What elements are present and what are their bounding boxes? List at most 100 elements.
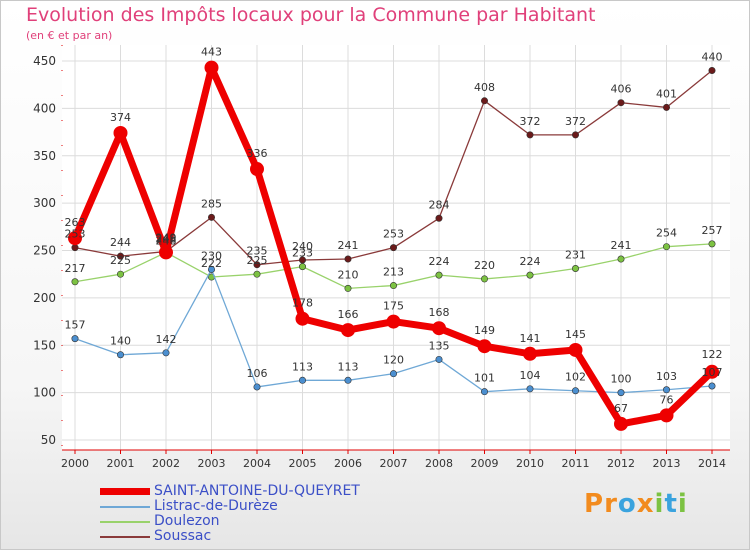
data-point <box>568 342 583 357</box>
data-label: 401 <box>656 87 677 100</box>
chart-subtitle: (en € et par an) <box>26 29 113 42</box>
data-point <box>162 349 170 357</box>
data-point <box>253 270 261 278</box>
data-point <box>389 244 397 252</box>
data-point <box>480 275 488 283</box>
logo-letter: o <box>617 489 637 519</box>
legend-swatch-listrac <box>100 506 150 508</box>
data-label: 122 <box>702 348 723 361</box>
data-point <box>435 271 443 279</box>
data-label: 67 <box>614 402 628 415</box>
data-label: 106 <box>247 367 268 380</box>
data-point <box>480 97 488 105</box>
data-label: 241 <box>611 239 632 252</box>
data-point <box>204 60 219 75</box>
y-tick-label: 350 <box>33 149 56 163</box>
data-point <box>344 284 352 292</box>
data-label: 440 <box>702 50 723 63</box>
data-label: 175 <box>383 300 404 313</box>
legend-swatch-soussac <box>100 536 150 538</box>
data-label: 244 <box>110 236 131 249</box>
data-point <box>71 244 79 252</box>
data-point <box>208 265 216 273</box>
data-point <box>617 389 625 397</box>
legend-label-soussac: Soussac <box>154 528 212 544</box>
data-point <box>117 252 125 260</box>
y-tick-label: 300 <box>33 196 56 210</box>
data-point <box>341 323 355 338</box>
data-point <box>250 162 264 177</box>
data-label: 224 <box>429 255 450 268</box>
data-label: 213 <box>383 266 404 279</box>
data-label: 141 <box>520 332 541 345</box>
logo-letter: t <box>664 489 678 519</box>
x-tick-label: 2013 <box>653 457 681 470</box>
data-label: 100 <box>611 373 632 386</box>
data-point <box>113 126 128 141</box>
data-label: 135 <box>429 339 450 352</box>
y-tick-label: 200 <box>33 291 56 305</box>
data-label: 222 <box>201 257 222 270</box>
data-label: 107 <box>702 366 723 379</box>
data-point <box>253 383 261 391</box>
data-label: 224 <box>520 255 541 268</box>
data-label: 76 <box>660 393 674 406</box>
data-label: 101 <box>474 372 495 385</box>
data-point <box>389 282 397 290</box>
data-label: 284 <box>429 198 450 211</box>
data-label: 103 <box>656 370 677 383</box>
data-point <box>617 99 625 107</box>
x-tick-label: 2003 <box>198 457 226 470</box>
data-label: 113 <box>338 360 359 373</box>
data-point <box>708 240 716 248</box>
data-label: 248 <box>156 234 177 247</box>
data-point <box>295 311 310 326</box>
data-point <box>435 214 443 222</box>
data-label: 254 <box>656 227 677 240</box>
data-label: 231 <box>565 249 586 262</box>
data-point <box>344 376 352 384</box>
legend-label-saint-antoine: SAINT-ANTOINE-DU-QUEYRET <box>154 483 360 499</box>
data-label: 140 <box>110 335 131 348</box>
data-point <box>571 387 579 395</box>
data-label: 233 <box>292 247 313 260</box>
x-tick-label: 2012 <box>607 457 635 470</box>
data-label: 372 <box>520 115 541 128</box>
logo-letter: x <box>636 489 655 519</box>
data-label: 113 <box>292 360 313 373</box>
data-label: 336 <box>247 147 268 160</box>
data-point <box>253 261 261 269</box>
data-point <box>526 385 534 393</box>
x-tick-label: 2001 <box>107 457 135 470</box>
data-point <box>708 66 716 74</box>
data-label: 443 <box>201 46 222 59</box>
legend-swatch-doulezon <box>100 521 150 523</box>
data-point <box>526 131 534 139</box>
data-point <box>571 131 579 139</box>
data-point <box>571 265 579 273</box>
y-tick-label: 50 <box>41 433 56 447</box>
data-point <box>477 339 492 354</box>
legend-swatch-saint-antoine <box>100 488 150 495</box>
logo-letter: i <box>654 489 665 519</box>
data-point <box>298 376 306 384</box>
data-point <box>662 243 670 251</box>
x-tick-label: 2008 <box>425 457 453 470</box>
data-point <box>526 271 534 279</box>
x-tick-label: 2007 <box>380 457 408 470</box>
data-label: 406 <box>611 83 632 96</box>
data-point <box>708 382 716 390</box>
data-point <box>386 314 401 329</box>
data-point <box>68 231 82 246</box>
data-label: 235 <box>247 245 268 258</box>
data-label: 257 <box>702 224 723 237</box>
y-tick-label: 450 <box>33 54 56 68</box>
logo-letter: P <box>584 489 605 519</box>
data-label: 166 <box>338 308 359 321</box>
legend-label-listrac: Listrac-de-Durèze <box>154 498 278 514</box>
data-point <box>117 351 125 359</box>
data-point <box>705 364 719 379</box>
data-label: 408 <box>474 81 495 94</box>
x-tick-label: 2006 <box>334 457 362 470</box>
